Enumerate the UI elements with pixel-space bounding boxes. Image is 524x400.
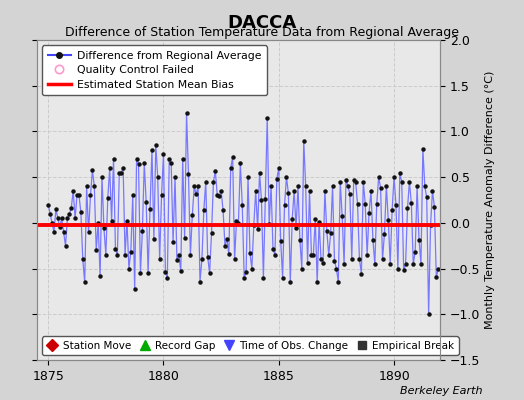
Legend: Station Move, Record Gap, Time of Obs. Change, Empirical Break: Station Move, Record Gap, Time of Obs. C… [42,336,459,355]
Y-axis label: Monthly Temperature Anomaly Difference (°C): Monthly Temperature Anomaly Difference (… [485,71,495,329]
Text: Difference of Station Temperature Data from Regional Average: Difference of Station Temperature Data f… [65,26,459,39]
Text: DACCA: DACCA [227,14,297,32]
Text: Berkeley Earth: Berkeley Earth [400,386,482,396]
